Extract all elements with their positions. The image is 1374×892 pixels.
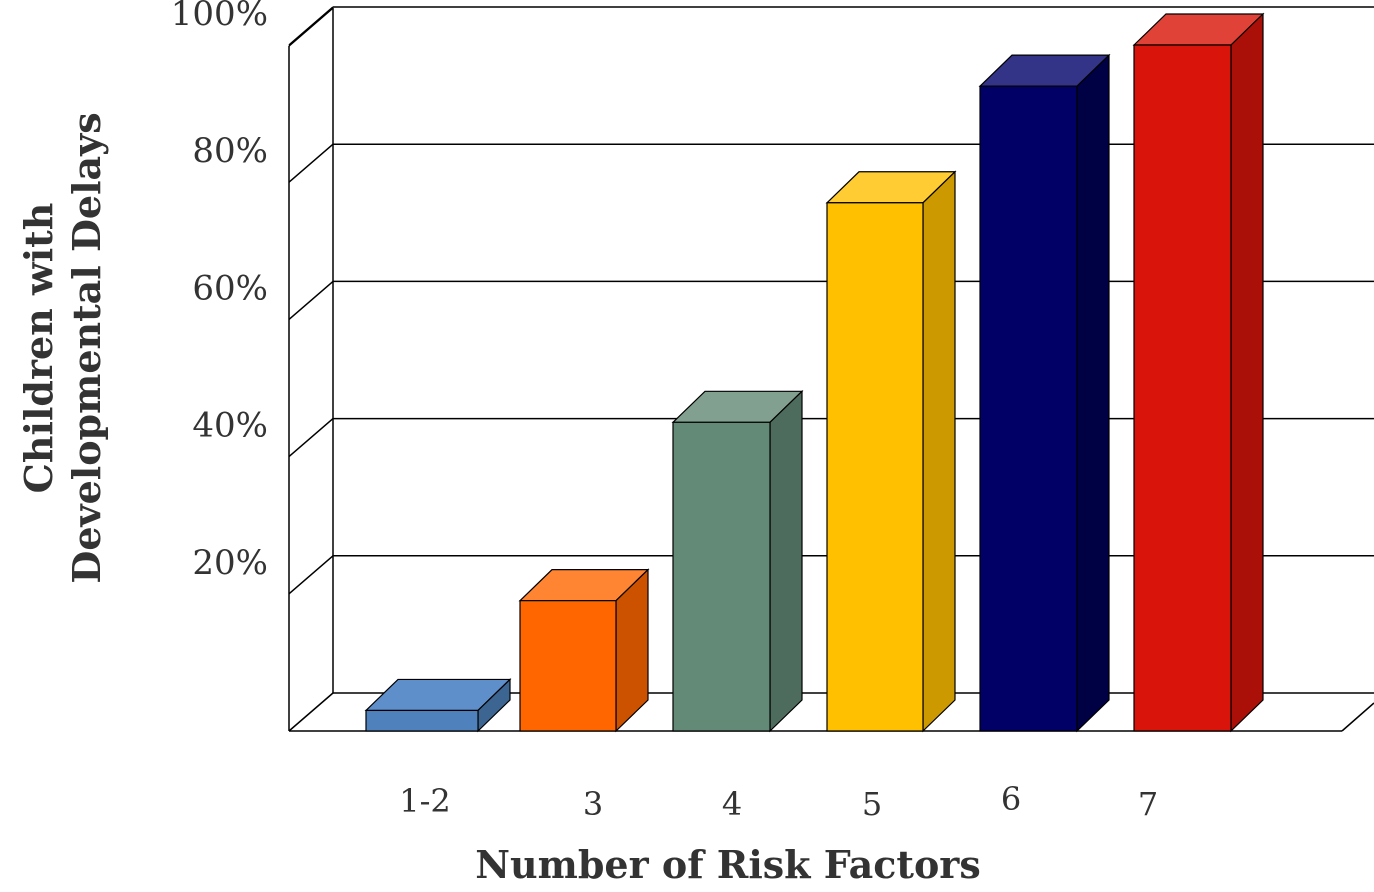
bar-layer bbox=[364, 12, 1265, 733]
x-tick-labels: 1-2 3 4 5 6 7 bbox=[399, 780, 1158, 823]
gridline-diagonal bbox=[288, 418, 334, 458]
bar-side-face bbox=[1076, 53, 1110, 733]
y-tick-label: 60% bbox=[192, 268, 268, 308]
bar-front-face bbox=[672, 421, 771, 732]
gridline-diagonal bbox=[288, 6, 334, 46]
y-axis-title: Children with Developmental Delays bbox=[16, 112, 109, 583]
bar-7 bbox=[1132, 12, 1265, 733]
floor-left-edge bbox=[288, 692, 334, 732]
x-tick-label: 7 bbox=[1138, 785, 1158, 823]
y-axis-title-line-1: Children with bbox=[16, 203, 61, 494]
bar-side-face bbox=[1230, 12, 1264, 733]
bar-front-face bbox=[826, 202, 924, 732]
bar-side-face bbox=[922, 170, 956, 733]
x-tick-label: 4 bbox=[722, 785, 742, 823]
gridline-diagonal bbox=[288, 143, 334, 183]
x-tick-label: 6 bbox=[1001, 780, 1021, 818]
y-axis-title-line-2: Developmental Delays bbox=[64, 112, 109, 583]
gridline-diagonal bbox=[288, 555, 334, 595]
bar-5 bbox=[825, 170, 957, 733]
bar-front-face bbox=[519, 600, 617, 732]
bar-3 bbox=[518, 568, 650, 733]
y-tick-label: 20% bbox=[192, 543, 268, 583]
bar-front-face bbox=[365, 709, 479, 732]
bar-front-face bbox=[979, 85, 1078, 732]
floor-right-edge bbox=[1341, 702, 1374, 732]
x-tick-label: 5 bbox=[862, 785, 882, 823]
bar-front-face bbox=[1133, 44, 1232, 732]
gridline-diagonal bbox=[288, 280, 334, 320]
bar-1-2 bbox=[364, 678, 512, 733]
bar-4 bbox=[671, 389, 804, 733]
x-axis-title: Number of Risk Factors bbox=[475, 842, 980, 887]
left-wall-top-edge bbox=[288, 7, 334, 47]
x-tick-label: 3 bbox=[583, 785, 603, 823]
y-tick-labels: 20% 40% 60% 80% 100% bbox=[171, 0, 268, 583]
y-tick-label: 100% bbox=[171, 0, 268, 34]
bar-6 bbox=[978, 53, 1111, 733]
y-tick-label: 40% bbox=[192, 406, 268, 446]
bar-side-face bbox=[769, 389, 803, 733]
y-tick-label: 80% bbox=[192, 131, 268, 171]
x-tick-label: 1-2 bbox=[399, 782, 451, 820]
